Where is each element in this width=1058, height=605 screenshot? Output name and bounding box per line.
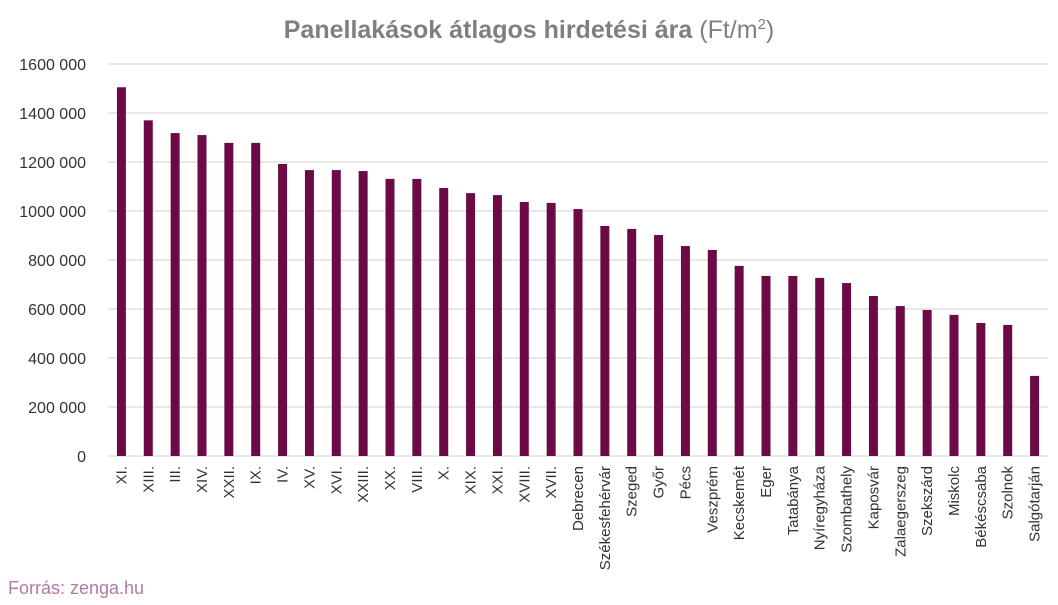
x-tick-label: Szolnok — [1000, 466, 1017, 520]
bar — [976, 322, 986, 456]
y-tick-label: 1400 000 — [19, 106, 86, 123]
x-tick-label: IX. — [248, 466, 265, 484]
x-tick-label: Eger — [758, 466, 775, 498]
bar — [707, 249, 717, 456]
bar — [868, 296, 878, 456]
bar — [761, 275, 771, 456]
x-tick-label: XVI. — [328, 466, 345, 494]
bar — [627, 228, 637, 456]
x-tick-label: XIX. — [463, 466, 480, 494]
bar — [600, 225, 610, 456]
bar — [922, 309, 932, 456]
x-tick-label: Kaposvár — [865, 466, 882, 529]
x-tick-label: XVIII. — [516, 466, 533, 503]
x-tick-label: Székesfehérvár — [597, 466, 614, 570]
bar — [412, 178, 422, 456]
bar — [170, 133, 180, 456]
y-tick-label: 600 000 — [28, 302, 86, 319]
bar — [385, 178, 395, 456]
x-tick-label: Szeged — [624, 466, 641, 517]
x-tick-label: Salgótarján — [1027, 466, 1044, 542]
x-tick-label: XXI. — [489, 466, 506, 494]
bar — [358, 171, 368, 456]
bar — [304, 170, 314, 456]
y-tick-label: 1200 000 — [19, 155, 86, 172]
bar — [895, 306, 905, 456]
x-tick-label: Győr — [651, 466, 668, 499]
x-tick-label: Kecskemét — [731, 465, 748, 540]
x-tick-label: XVII. — [543, 466, 560, 499]
x-tick-label: XV. — [301, 466, 318, 489]
chart-title: Panellakások átlagos hirdetési ára (Ft/m… — [284, 16, 775, 44]
x-tick-label: Zalaegerszeg — [892, 466, 909, 557]
x-tick-label: IV. — [275, 466, 292, 483]
bar — [439, 187, 449, 456]
x-tick-label: XIV. — [194, 466, 211, 493]
bar — [680, 246, 690, 456]
source-note: Forrás: zenga.hu — [8, 578, 144, 598]
x-tick-label: Tatabánya — [785, 465, 802, 535]
x-tick-label: Pécs — [677, 466, 694, 499]
x-tick-label: III. — [167, 466, 184, 483]
x-tick-label: XI. — [113, 466, 130, 484]
bar — [654, 235, 664, 456]
x-tick-label: Szombathely — [839, 466, 856, 553]
x-tick-label: Békéscsaba — [973, 465, 990, 547]
bar — [197, 135, 207, 457]
bar — [949, 314, 959, 456]
y-tick-label: 0 — [77, 449, 86, 466]
x-tick-label: VIII. — [409, 466, 426, 493]
y-tick-label: 1000 000 — [19, 204, 86, 221]
x-tick-label: Veszprém — [704, 466, 721, 533]
bar — [492, 195, 502, 456]
x-tick-label: XXIII. — [355, 466, 372, 503]
x-tick-label: X. — [436, 466, 453, 480]
bar — [546, 202, 556, 456]
y-tick-label: 800 000 — [28, 253, 86, 270]
y-tick-label: 1600 000 — [19, 57, 86, 74]
bar — [224, 142, 234, 456]
bar — [734, 265, 744, 456]
bar — [251, 142, 261, 456]
bar — [278, 163, 288, 456]
x-tick-label: Debrecen — [570, 466, 587, 531]
x-tick-label: XXII. — [221, 466, 238, 499]
x-tick-label: XX. — [382, 466, 399, 490]
bar — [842, 283, 852, 456]
x-tick-label: Szekszárd — [919, 466, 936, 536]
bar — [116, 87, 126, 457]
y-tick-label: 200 000 — [28, 400, 86, 417]
bar — [519, 201, 529, 456]
y-tick-label: 400 000 — [28, 351, 86, 368]
x-tick-label: Miskolc — [946, 466, 963, 517]
bar — [1003, 324, 1013, 456]
bar — [815, 277, 825, 456]
bar — [466, 193, 476, 457]
x-tick-label: XIII. — [140, 466, 157, 493]
x-tick-label: Nyíregyháza — [812, 465, 829, 550]
bar — [331, 170, 341, 456]
bar — [788, 275, 798, 456]
bar — [573, 209, 583, 456]
bar — [143, 120, 153, 456]
bar — [1030, 375, 1040, 456]
